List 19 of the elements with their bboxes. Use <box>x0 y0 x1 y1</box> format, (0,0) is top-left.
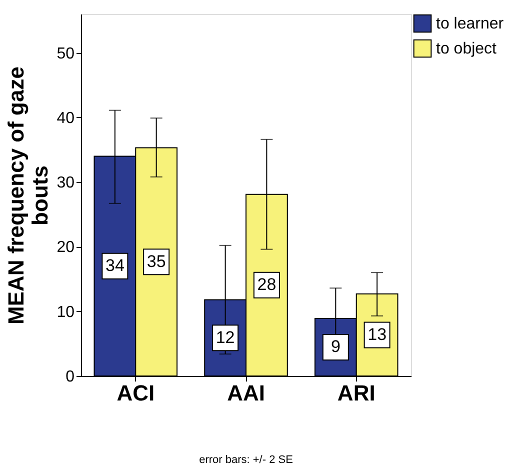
data-label: 13 <box>368 324 387 344</box>
y-tick-label: 50 <box>56 45 75 62</box>
x-tick-label: ACI <box>116 380 155 406</box>
y-tick-label: 30 <box>56 174 75 192</box>
y-tick-label: 10 <box>56 304 75 321</box>
y-tick-label: 20 <box>56 239 75 256</box>
text: error bars: +/- 2 SE <box>199 454 293 464</box>
data-label: 9 <box>330 337 340 356</box>
data-label: 34 <box>105 256 124 276</box>
y-tick-label: 40 <box>56 110 75 127</box>
y-tick-label: 0 <box>66 368 75 386</box>
legend-label: to object <box>436 40 498 58</box>
data-label: 12 <box>216 328 235 347</box>
x-tick-label: ARI <box>337 380 376 406</box>
data-label: 35 <box>146 252 166 271</box>
y-axis-title: MEAN frequency of gaze bouts <box>4 66 53 324</box>
x-tick-label: AAI <box>227 380 265 406</box>
data-label: 28 <box>257 275 276 294</box>
legend-label: to learner <box>436 16 504 32</box>
